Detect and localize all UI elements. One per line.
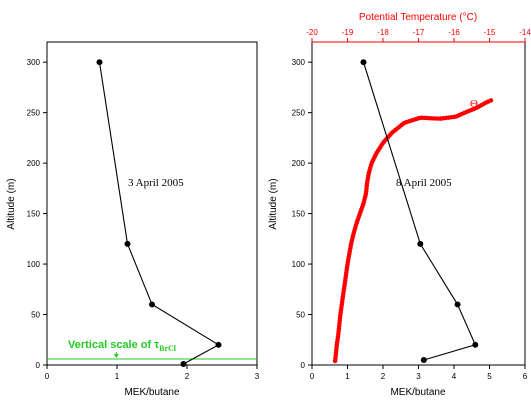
left-tau-arrow bbox=[113, 352, 119, 358]
left-series bbox=[96, 59, 222, 367]
right-top-tick-label: -18 bbox=[377, 28, 389, 37]
right-mek-line bbox=[362, 62, 477, 361]
left-ytick-label: 300 bbox=[27, 58, 41, 67]
right-mek-point bbox=[454, 301, 461, 308]
left-xtick-label: 2 bbox=[185, 372, 190, 381]
theta-label: Θ bbox=[470, 98, 478, 110]
right-top-tick-label: -15 bbox=[484, 28, 496, 37]
left-mek-point bbox=[215, 341, 222, 348]
right-xtick-label: 3 bbox=[416, 372, 421, 381]
left-tau-label: Vertical scale of τBrCl bbox=[68, 339, 177, 353]
right-annotation: 8 April 2005 bbox=[396, 177, 452, 189]
left-mek-point bbox=[149, 301, 155, 308]
left-ytick-label: 150 bbox=[27, 210, 41, 219]
right-xtick-label: 5 bbox=[487, 372, 492, 381]
right-ytick-label: 300 bbox=[292, 58, 306, 67]
right-top-ticks: -20 -19 -18 -17 -16 -15 -14 bbox=[306, 28, 531, 43]
left-mek-line bbox=[98, 62, 220, 365]
left-mek-point bbox=[180, 360, 187, 367]
right-x-axis-label: MEK/butane bbox=[390, 387, 445, 398]
right-ytick-label: 0 bbox=[301, 361, 306, 370]
right-xtick-label: 0 bbox=[310, 372, 315, 381]
right-xtick-label: 2 bbox=[381, 372, 386, 381]
right-ytick-label: 250 bbox=[292, 109, 306, 118]
right-top-tick-label: -16 bbox=[448, 28, 460, 37]
right-ytick-label: 150 bbox=[292, 210, 306, 219]
left-y-ticks: 0 50 100 150 200 250 300 bbox=[27, 58, 47, 370]
right-ytick-label: 100 bbox=[292, 260, 306, 269]
right-mek-point bbox=[360, 59, 367, 66]
left-tau-arrow-head bbox=[113, 353, 119, 358]
right-y-axis-label: Altitude (m) bbox=[268, 178, 279, 229]
left-ytick-label: 200 bbox=[27, 159, 41, 168]
left-xtick-label: 0 bbox=[45, 372, 50, 381]
right-xtick-label: 1 bbox=[345, 372, 350, 381]
left-ytick-label: 250 bbox=[27, 109, 41, 118]
right-top-tick-label: -20 bbox=[306, 28, 318, 37]
left-plot-frame bbox=[46, 41, 258, 366]
right-x-ticks: 0 1 2 3 4 5 6 bbox=[310, 365, 528, 381]
left-y-axis-label: Altitude (m) bbox=[6, 178, 17, 229]
left-ytick-label: 50 bbox=[31, 311, 40, 320]
right-series bbox=[360, 59, 479, 363]
right-ytick-label: 50 bbox=[296, 311, 305, 320]
left-ytick-label: 100 bbox=[27, 260, 41, 269]
right-plot-frame bbox=[311, 41, 526, 366]
left-mek-point bbox=[124, 240, 131, 247]
right-top-tick-label: -14 bbox=[519, 28, 531, 37]
left-x-ticks: 0 1 2 3 bbox=[45, 365, 260, 381]
right-theta-series bbox=[332, 97, 496, 364]
chart-left: 0 50 100 150 200 250 300 0 1 2 3 Vertical scale o… bbox=[6, 41, 260, 398]
right-mek-point bbox=[420, 356, 427, 363]
left-xtick-label: 3 bbox=[255, 372, 260, 381]
right-top-tick-label: -19 bbox=[342, 28, 354, 37]
left-ytick-label: 0 bbox=[36, 361, 41, 370]
right-y-ticks: 0 50 100 150 200 250 300 bbox=[292, 58, 312, 370]
right-top-tick-label: -17 bbox=[413, 28, 425, 37]
left-mek-point bbox=[96, 59, 103, 66]
left-x-axis-label: MEK/butane bbox=[124, 387, 179, 398]
theta-profile bbox=[332, 97, 496, 364]
right-xtick-label: 6 bbox=[523, 372, 528, 381]
right-mek-point bbox=[472, 341, 479, 348]
left-xtick-label: 1 bbox=[115, 372, 120, 381]
right-mek-point bbox=[417, 240, 424, 247]
right-xtick-label: 4 bbox=[452, 372, 457, 381]
right-top-axis-label: Potential Temperature (°C) bbox=[359, 12, 477, 23]
right-ytick-label: 200 bbox=[292, 159, 306, 168]
left-annotation: 3 April 2005 bbox=[128, 177, 184, 189]
